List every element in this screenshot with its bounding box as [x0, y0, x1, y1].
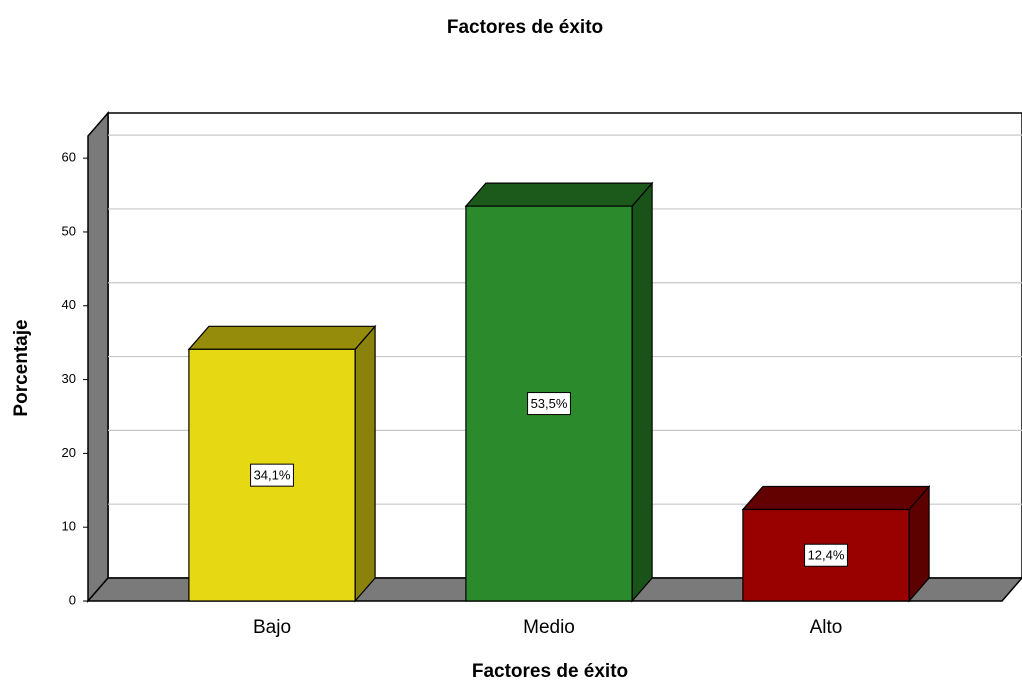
y-tick-label: 0	[69, 592, 76, 607]
y-tick-label: 20	[62, 445, 76, 460]
value-label: 12,4%	[808, 548, 845, 563]
y-tick-label: 50	[62, 223, 76, 238]
plot: 34,1% 53,5% 12,4%	[187, 181, 931, 603]
x-tick-label: Medio	[523, 617, 575, 638]
bar-top	[464, 182, 654, 207]
y-tick-label: 40	[62, 297, 76, 312]
value-label: 34,1%	[254, 468, 291, 483]
left-wall	[87, 110, 109, 604]
value-label: 53,5%	[531, 396, 568, 411]
value-label-box	[250, 463, 294, 487]
bar-top	[741, 485, 931, 511]
bar-side	[631, 181, 653, 603]
bar-group: 34,1%	[187, 324, 377, 603]
y-tick-label: 60	[62, 150, 76, 165]
bar-side	[354, 324, 376, 603]
x-tick-label: Bajo	[253, 617, 291, 638]
x-axis-title: Factores de éxito	[472, 661, 628, 682]
y-tick-label: 10	[62, 519, 76, 534]
x-tick-label: Alto	[810, 617, 843, 638]
y-tick-label: 30	[62, 371, 76, 386]
bar-top	[187, 325, 377, 350]
value-label-box	[527, 392, 571, 416]
value-label-box	[804, 543, 848, 567]
bar-group: 12,4%	[741, 484, 931, 603]
y-axis-title: Porcentaje	[11, 319, 32, 416]
chart-title: Factores de éxito	[447, 17, 603, 38]
bar-group: 53,5%	[464, 181, 654, 603]
